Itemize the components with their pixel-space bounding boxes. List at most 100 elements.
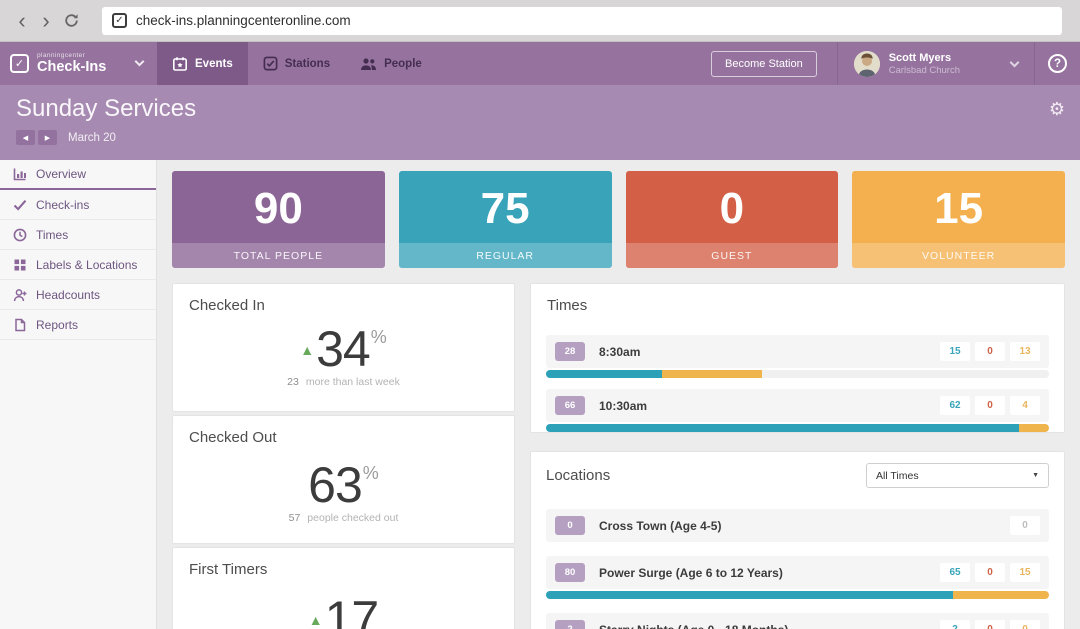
checkmark-icon xyxy=(13,199,27,211)
panel-title: First Timers xyxy=(189,561,268,578)
stat-value: 75 xyxy=(480,183,530,233)
sidebar-item-reports[interactable]: Reports xyxy=(0,310,156,340)
sidebar-item-overview[interactable]: Overview xyxy=(0,160,156,190)
caret-down-icon: ▼ xyxy=(1032,472,1039,479)
sidebar-item-headcounts[interactable]: Headcounts xyxy=(0,280,156,310)
sidebar-item-label: Labels & Locations xyxy=(36,257,138,272)
user-menu[interactable]: Scott Myers Carlsbad Church xyxy=(836,42,1034,85)
stat-label: TOTAL PEOPLE xyxy=(172,243,385,268)
sidebar-item-labels-locations[interactable]: Labels & Locations xyxy=(0,250,156,280)
tab-events[interactable]: Events xyxy=(157,42,248,85)
chart-icon xyxy=(13,168,26,181)
times-filter-select[interactable]: All Times ▼ xyxy=(866,463,1049,488)
location-label: Power Surge (Age 6 to 12 Years) xyxy=(599,565,783,580)
stat-card-guest: 0 GUEST xyxy=(625,171,839,268)
reload-icon[interactable] xyxy=(58,12,84,29)
checked-in-note: more than last week xyxy=(305,376,400,388)
chevron-down-icon xyxy=(134,56,145,67)
panel-title: Checked In xyxy=(189,297,265,314)
guest-count: 0 xyxy=(975,563,1005,582)
forward-icon[interactable]: › xyxy=(42,7,50,33)
avatar xyxy=(853,50,880,77)
tab-stations[interactable]: Stations xyxy=(248,42,345,85)
stat-label: GUEST xyxy=(625,243,839,268)
total-count: 0 xyxy=(1010,516,1040,535)
people-icon xyxy=(361,57,377,70)
count-badge: 80 xyxy=(555,563,585,582)
site-favicon-icon: ✓ xyxy=(112,13,127,28)
stat-card-total-people: 90 TOTAL PEOPLE xyxy=(172,171,385,268)
checked-out-note: people checked out xyxy=(307,512,399,524)
next-date-button[interactable]: ▶ xyxy=(38,130,57,145)
date-label: March 20 xyxy=(68,131,116,144)
tab-people[interactable]: People xyxy=(345,42,437,85)
checked-in-value: 34 xyxy=(316,321,371,377)
filter-value: All Times xyxy=(876,469,919,482)
count-badge: 0 xyxy=(555,516,585,535)
regular-count: 2 xyxy=(940,620,970,629)
help-icon: ? xyxy=(1048,54,1067,73)
checkins-logo-icon: ✓ xyxy=(10,54,29,73)
count-badge: 66 xyxy=(555,396,585,415)
sidebar-item-label: Reports xyxy=(36,317,79,332)
time-row[interactable]: 28 8:30am 15 0 13 xyxy=(546,335,1049,378)
stat-value: 0 xyxy=(719,183,745,233)
prev-date-button[interactable]: ◀ xyxy=(16,130,35,145)
url-bar[interactable]: ✓ check-ins.planningcenteronline.com xyxy=(102,6,1062,35)
time-row[interactable]: 66 10:30am 62 0 4 xyxy=(546,389,1049,432)
gear-icon[interactable]: ⚙ xyxy=(1048,99,1065,119)
checked-out-value: 63 xyxy=(308,457,363,513)
stat-card-regular: 75 REGULAR xyxy=(398,171,612,268)
guest-count: 0 xyxy=(975,620,1005,629)
stat-value: 15 xyxy=(934,183,984,233)
help-button[interactable]: ? xyxy=(1034,42,1080,85)
user-name: Scott Myers xyxy=(888,51,952,64)
grid-icon xyxy=(14,259,26,270)
location-label: Starry Nights (Age 0 - 18 Months) xyxy=(599,623,788,629)
sidebar-item-check-ins[interactable]: Check-ins xyxy=(0,190,156,220)
document-icon xyxy=(15,318,26,331)
person-plus-icon xyxy=(13,288,27,301)
trend-up-icon: ▲ xyxy=(308,612,323,628)
tab-events-label: Events xyxy=(195,57,233,70)
attendance-bar xyxy=(546,424,1049,432)
count-badge: 2 xyxy=(555,620,585,629)
nav-tabs: Events Stations People xyxy=(157,42,437,85)
attendance-bar xyxy=(546,591,1049,599)
panel-title: Times xyxy=(547,297,588,314)
clock-icon xyxy=(13,228,27,241)
sidebar-item-label: Check-ins xyxy=(36,197,90,212)
checked-in-delta: 23 xyxy=(287,376,299,388)
panel-title: Locations xyxy=(546,467,611,484)
location-row[interactable]: 0 Cross Town (Age 4-5) 0 xyxy=(546,509,1049,542)
location-row[interactable]: 80 Power Surge (Age 6 to 12 Years) 65 0 … xyxy=(546,556,1049,599)
time-label: 8:30am xyxy=(599,344,641,359)
location-row[interactable]: 2 Starry Nights (Age 0 - 18 Months) 2 0 … xyxy=(546,613,1049,629)
volunteer-count: 0 xyxy=(1010,620,1040,629)
checked-out-panel: Checked Out 63% 57 people checked out xyxy=(172,415,515,544)
calendar-icon xyxy=(172,56,187,71)
volunteer-count: 13 xyxy=(1010,342,1040,361)
sidebar-item-label: Headcounts xyxy=(36,287,101,302)
percent-sign: % xyxy=(370,327,387,347)
stat-card-volunteer: 15 VOLUNTEER xyxy=(852,171,1065,268)
page-header: Sunday Services ◀ ▶ March 20 ⚙ xyxy=(0,85,1080,160)
sidebar-item-times[interactable]: Times xyxy=(0,220,156,250)
volunteer-count: 15 xyxy=(1010,563,1040,582)
times-panel: Times 28 8:30am 15 0 13 xyxy=(530,283,1065,433)
sidebar-item-label: Overview xyxy=(36,167,87,181)
url-text: check-ins.planningcenteronline.com xyxy=(136,13,351,28)
app-navbar: ✓ planningcenter Check-Ins Events Statio… xyxy=(0,42,1080,85)
guest-count: 0 xyxy=(975,396,1005,415)
brand-label: Check-Ins xyxy=(37,59,107,76)
panel-title: Checked Out xyxy=(189,429,277,446)
become-station-button[interactable]: Become Station xyxy=(711,50,817,77)
brand-small-label: planningcenter xyxy=(37,52,86,60)
trend-up-icon: ▲ xyxy=(300,342,315,358)
percent-sign: % xyxy=(362,463,379,483)
date-navigator: ◀ ▶ March 20 xyxy=(16,130,1064,145)
stat-label: REGULAR xyxy=(398,243,612,268)
brand-menu[interactable]: ✓ planningcenter Check-Ins xyxy=(0,42,157,85)
regular-count: 65 xyxy=(940,563,970,582)
back-icon[interactable]: ‹ xyxy=(18,7,26,33)
